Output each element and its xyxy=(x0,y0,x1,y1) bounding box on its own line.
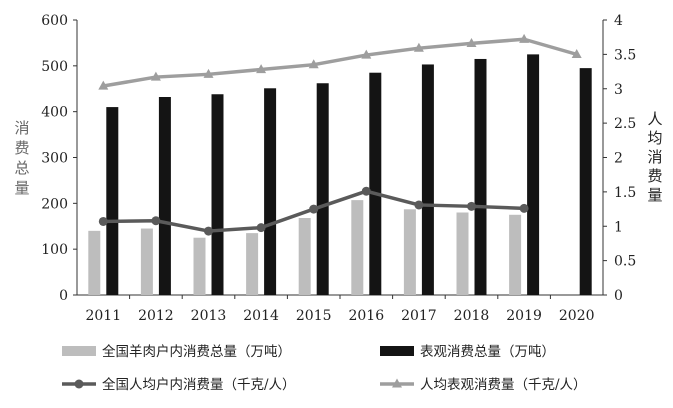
bar-series-1 xyxy=(211,94,224,295)
right-tick-label: 1.5 xyxy=(614,185,636,201)
bar-series-1 xyxy=(158,97,171,295)
bar-series-0 xyxy=(456,212,469,295)
x-tick-label: 2012 xyxy=(138,308,174,324)
axes xyxy=(73,19,607,299)
bar-series-0 xyxy=(403,209,416,295)
bar-series-1 xyxy=(579,68,592,295)
point-series-2 xyxy=(98,216,108,226)
right-tick-label: 3 xyxy=(614,82,623,98)
right-axis-title-char: 费 xyxy=(647,167,662,185)
right-tick-label: 2 xyxy=(614,151,623,167)
x-tick-label: 2015 xyxy=(296,308,332,324)
point-series-3 xyxy=(203,68,214,78)
left-axis-title-char: 量 xyxy=(14,179,29,197)
left-axis-title-char: 总 xyxy=(14,159,29,177)
right-tick-label: 4 xyxy=(614,13,623,29)
right-tick-label: 3.5 xyxy=(614,47,636,63)
point-series-3 xyxy=(413,42,424,52)
right-axis-title-char: 人 xyxy=(647,110,662,128)
right-tick-label: 2.5 xyxy=(614,116,636,132)
point-series-3 xyxy=(519,33,530,43)
bar-series-0 xyxy=(509,214,522,295)
lines xyxy=(98,33,582,236)
right-axis-title-char: 均 xyxy=(647,129,662,147)
x-tick-label: 2017 xyxy=(401,308,437,324)
point-series-2 xyxy=(414,200,424,210)
right-axis-title-char: 量 xyxy=(647,186,662,204)
left-axis-title-char: 消 xyxy=(14,119,29,137)
point-series-2 xyxy=(256,223,266,233)
left-tick-label: 500 xyxy=(41,59,68,75)
bar-series-1 xyxy=(369,72,382,295)
right-tick-label: 0.5 xyxy=(614,254,636,270)
point-series-3 xyxy=(98,80,109,90)
legend-marker-3 xyxy=(392,378,402,388)
point-series-3 xyxy=(256,64,267,74)
point-series-2 xyxy=(151,216,161,226)
bar-series-0 xyxy=(351,200,364,295)
bar-series-1 xyxy=(527,54,540,295)
point-series-2 xyxy=(361,186,371,196)
point-series-3 xyxy=(466,37,477,47)
left-tick-label: 200 xyxy=(41,196,68,212)
left-tick-label: 600 xyxy=(41,13,68,29)
bar-series-0 xyxy=(88,230,101,295)
legend-label-2: 全国人均户内消费量（千克/人） xyxy=(102,376,296,393)
point-series-3 xyxy=(361,49,372,59)
bar-series-1 xyxy=(316,83,329,295)
bar-series-0 xyxy=(193,237,206,295)
point-series-2 xyxy=(467,201,476,211)
point-series-3 xyxy=(308,59,319,69)
x-tick-label: 2020 xyxy=(559,308,595,324)
x-tick-label: 2018 xyxy=(454,308,490,324)
point-series-3 xyxy=(571,48,582,58)
point-series-2 xyxy=(309,204,319,214)
point-series-2 xyxy=(204,226,213,236)
right-tick-label: 0 xyxy=(614,288,623,304)
bar-series-1 xyxy=(474,58,487,296)
legend-label-3: 人均表观消费量（千克/人） xyxy=(420,377,587,393)
line-series-3 xyxy=(103,37,578,88)
legend-marker-2 xyxy=(74,379,84,389)
legend-swatch-0 xyxy=(62,346,96,356)
bar-series-0 xyxy=(246,233,259,295)
bars xyxy=(88,54,592,296)
left-axis-title-char: 费 xyxy=(14,139,29,157)
bar-series-1 xyxy=(264,88,277,296)
point-series-3 xyxy=(150,71,161,81)
legend-label-0: 全国羊肉户内消费总量（万吨） xyxy=(102,343,291,360)
legend: 全国羊肉户内消费总量（万吨） 表观消费总量（万吨） 全国人均户内消费量（千克/人） 人… xyxy=(62,343,587,393)
legend-label-1: 表观消费总量（万吨） xyxy=(420,344,555,360)
tick-labels: 0 100 200 300 400 500 600 0 0.5 1 1.5 2 2.5 3 3.5 4 2011… xyxy=(41,13,636,324)
bar-series-0 xyxy=(140,228,153,295)
bar-series-0 xyxy=(298,218,311,295)
x-tick-label: 2019 xyxy=(506,308,542,324)
bar-series-1 xyxy=(106,107,119,295)
legend-swatch-1 xyxy=(380,346,414,356)
bar-series-1 xyxy=(421,64,434,295)
right-axis-title-char: 消 xyxy=(647,148,662,166)
left-tick-label: 400 xyxy=(41,105,68,121)
x-tick-label: 2014 xyxy=(243,308,279,324)
x-tick-label: 2013 xyxy=(191,308,227,324)
point-series-2 xyxy=(519,203,529,213)
left-tick-label: 300 xyxy=(41,151,68,167)
left-tick-label: 100 xyxy=(41,242,68,258)
x-tick-label: 2016 xyxy=(348,308,384,324)
right-tick-label: 1 xyxy=(614,219,623,235)
x-tick-label: 2011 xyxy=(85,308,121,324)
left-tick-label: 0 xyxy=(59,288,68,304)
